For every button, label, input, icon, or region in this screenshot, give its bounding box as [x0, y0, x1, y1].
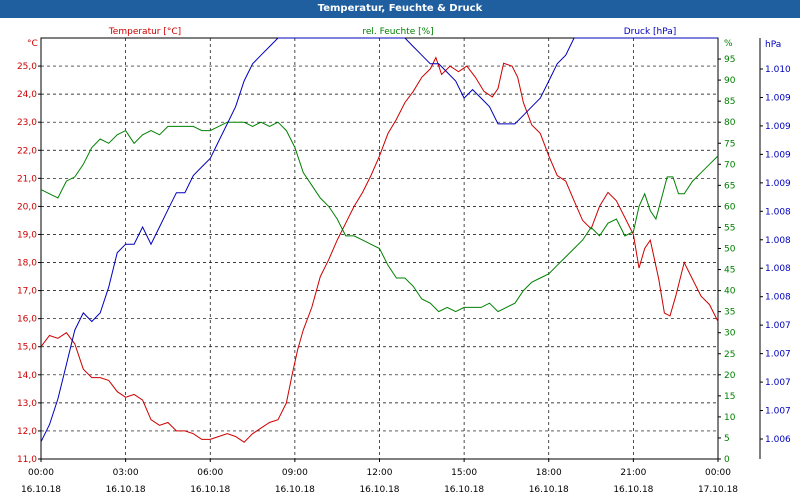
- humidity-tick-label: 50: [724, 245, 736, 255]
- pressure-tick-label: 1.008: [765, 207, 791, 217]
- temperature-tick-label: 15,0: [17, 343, 37, 353]
- temperature-tick-label: 16,0: [17, 315, 37, 325]
- pressure-tick-label: 1.008: [765, 236, 791, 246]
- pressure-tick-label: 1.008: [765, 264, 791, 274]
- humidity-unit-label: %: [724, 39, 733, 49]
- pressure-tick-label: 1.007: [765, 378, 791, 388]
- humidity-tick-label: 70: [724, 160, 736, 170]
- temperature-tick-label: 18,0: [17, 259, 37, 269]
- legend-humidity: rel. Feuchte [%]: [362, 27, 433, 37]
- date-tick-label: 16.10.18: [529, 485, 569, 495]
- humidity-tick-label: 60: [724, 202, 736, 212]
- date-tick-label: 17.10.18: [698, 485, 738, 495]
- date-tick-label: 16.10.18: [359, 485, 399, 495]
- temperature-tick-label: 19,0: [17, 230, 37, 240]
- humidity-tick-label: 55: [724, 223, 735, 233]
- legend-temperature: Temperatur [°C]: [108, 27, 181, 37]
- date-tick-label: 16.10.18: [613, 485, 653, 495]
- humidity-tick-label: 90: [724, 76, 736, 86]
- temperature-tick-label: 24,0: [17, 90, 37, 100]
- pressure-tick-label: 1.009: [765, 122, 791, 132]
- humidity-tick-label: 35: [724, 308, 735, 318]
- humidity-tick-label: 80: [724, 118, 736, 128]
- humidity-series-line: [40, 121, 719, 313]
- humidity-tick-label: 10: [724, 413, 736, 423]
- date-tick-label: 16.10.18: [275, 485, 315, 495]
- temperature-tick-label: 12,0: [17, 427, 37, 437]
- humidity-tick-label: 0: [724, 455, 730, 465]
- time-tick-label: 09:00: [282, 468, 308, 478]
- humidity-tick-label: 30: [724, 329, 736, 339]
- temperature-tick-label: 22,0: [17, 146, 37, 156]
- humidity-axis: 0 5 10 15 20 25 30 35 40 45 50 55 60 65 70 75 80 85 90 95: [718, 55, 736, 465]
- humidity-tick-label: 20: [724, 371, 736, 381]
- temperature-axis: 11,0 12,0 13,0 14,0 15,0 16,0 17,0 18,0 19,0 20,0…: [17, 62, 41, 465]
- pressure-tick-label: 1.007: [765, 350, 791, 360]
- date-tick-label: 16.10.18: [21, 485, 61, 495]
- window-title: Temperatur, Feuchte & Druck: [0, 0, 800, 18]
- humidity-tick-label: 65: [724, 181, 735, 191]
- humidity-tick-label: 75: [724, 139, 735, 149]
- date-tick-label: 16.10.18: [444, 485, 484, 495]
- date-tick-label: 16.10.18: [106, 485, 146, 495]
- pressure-tick-label: 1.008: [765, 293, 791, 303]
- pressure-axis: 1.006 1.007 1.007 1.007 1.007 1.008 1.008 1.008…: [760, 65, 791, 445]
- pressure-tick-label: 1.009: [765, 150, 791, 160]
- time-tick-label: 15:00: [451, 468, 477, 478]
- temperature-tick-label: 25,0: [17, 62, 37, 72]
- time-tick-label: 21:00: [620, 468, 646, 478]
- time-tick-label: 12:00: [367, 468, 393, 478]
- time-tick-label: 18:00: [536, 468, 562, 478]
- pressure-tick-label: 1.007: [765, 321, 791, 331]
- humidity-tick-label: 15: [724, 392, 735, 402]
- grid: [41, 38, 718, 460]
- humidity-tick-label: 5: [724, 434, 730, 444]
- time-axis: 00:00 16.10.18 03:00 16.10.18 06:00 16.10.18 0…: [21, 459, 738, 495]
- humidity-tick-label: 45: [724, 266, 735, 276]
- temperature-tick-label: 17,0: [17, 287, 37, 297]
- time-tick-label: 06:00: [197, 468, 223, 478]
- temperature-tick-label: 14,0: [17, 371, 37, 381]
- pressure-tick-label: 1.010: [765, 65, 791, 75]
- temperature-tick-label: 20,0: [17, 202, 37, 212]
- humidity-tick-label: 85: [724, 97, 735, 107]
- date-tick-label: 16.10.18: [190, 485, 230, 495]
- temperature-series-line: [40, 56, 719, 443]
- pressure-series-line: [40, 37, 718, 443]
- pressure-tick-label: 1.007: [765, 407, 791, 417]
- time-tick-label: 00:00: [705, 468, 731, 478]
- temperature-tick-label: 11,0: [17, 455, 37, 465]
- pressure-unit-label: hPa: [765, 40, 781, 50]
- legend-pressure: Druck [hPa]: [624, 27, 677, 37]
- humidity-tick-label: 25: [724, 350, 735, 360]
- pressure-tick-label: 1.009: [765, 179, 791, 189]
- temperature-unit-label: °C: [27, 39, 38, 49]
- time-tick-label: 00:00: [28, 468, 54, 478]
- pressure-tick-label: 1.009: [765, 93, 791, 103]
- humidity-tick-label: 95: [724, 55, 735, 65]
- time-tick-label: 03:00: [113, 468, 139, 478]
- temperature-tick-label: 21,0: [17, 174, 37, 184]
- series-layer: [40, 37, 719, 443]
- temperature-tick-label: 13,0: [17, 399, 37, 409]
- humidity-tick-label: 40: [724, 287, 736, 297]
- pressure-tick-label: 1.006: [765, 435, 791, 445]
- temperature-tick-label: 23,0: [17, 118, 37, 128]
